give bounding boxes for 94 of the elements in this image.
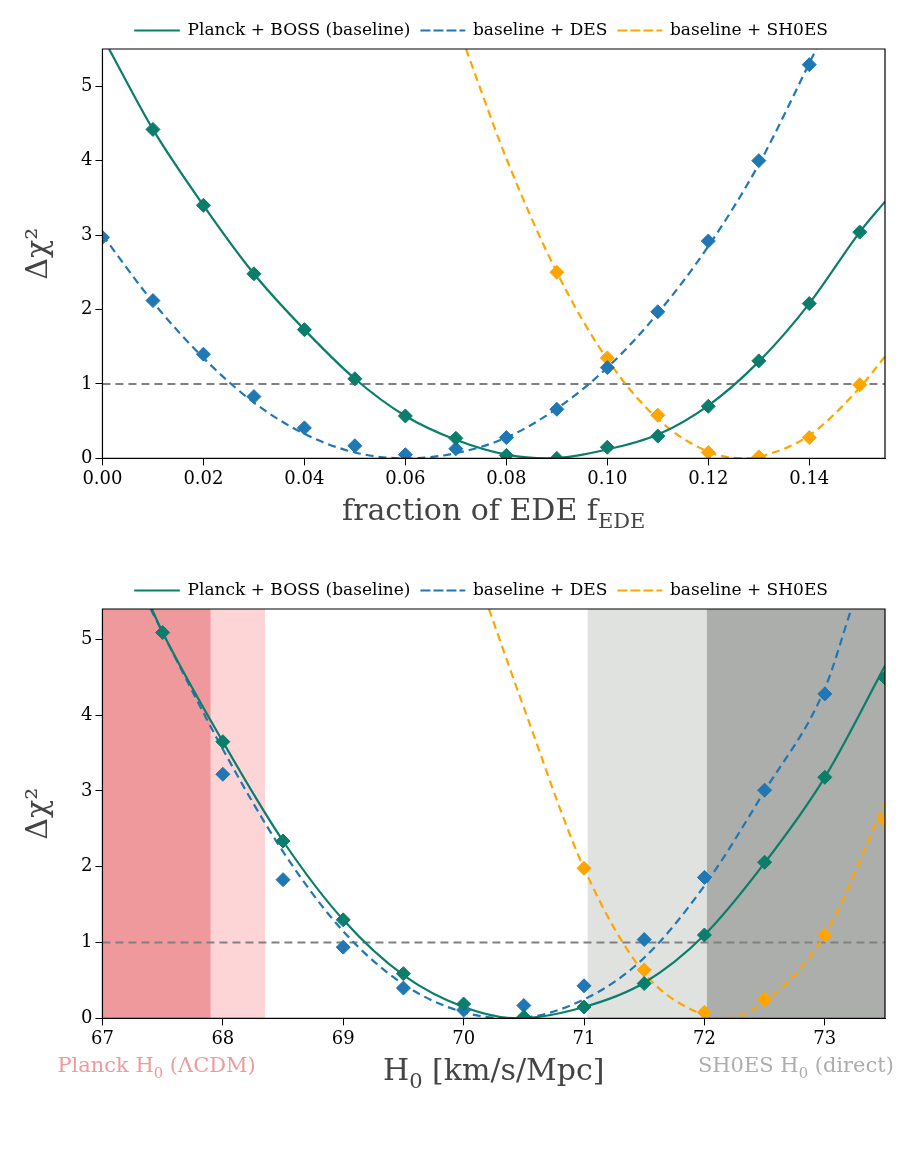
point xyxy=(801,430,817,446)
x-tick-label: 70 xyxy=(452,1026,476,1048)
point xyxy=(599,439,615,455)
line-series xyxy=(487,609,885,1019)
point xyxy=(636,962,652,978)
y-tick-label: 1 xyxy=(81,930,93,952)
point xyxy=(347,371,363,387)
x-tick-label: 69 xyxy=(331,1026,355,1048)
point xyxy=(599,360,615,376)
legend-label: baseline + DES xyxy=(472,18,608,39)
x-tick-label: 71 xyxy=(572,1026,596,1048)
point xyxy=(576,978,592,994)
legend-label: baseline + SH0ES xyxy=(669,578,828,599)
point xyxy=(751,353,767,369)
point xyxy=(696,927,712,943)
x-tick-label: 72 xyxy=(692,1026,716,1048)
point xyxy=(456,996,472,1012)
legend-label: baseline + DES xyxy=(472,578,608,599)
point xyxy=(801,296,817,312)
point xyxy=(215,766,231,782)
y-tick-label: 4 xyxy=(81,148,93,170)
y-axis-title: Δχ² xyxy=(19,787,55,840)
point xyxy=(636,932,652,948)
point xyxy=(195,197,211,213)
y-tick-label: 4 xyxy=(81,702,93,724)
point xyxy=(275,833,291,849)
point xyxy=(516,998,532,1014)
y-tick-label: 1 xyxy=(81,371,93,393)
point xyxy=(246,266,262,282)
point xyxy=(576,999,592,1015)
point xyxy=(155,625,171,640)
x-tick-label: 0.14 xyxy=(789,466,830,488)
point xyxy=(448,430,464,446)
point xyxy=(395,966,411,982)
y-tick-label: 5 xyxy=(81,627,93,648)
x-tick-label: 0.06 xyxy=(385,466,426,488)
x-tick-label: 0.00 xyxy=(82,466,123,488)
point xyxy=(397,447,413,459)
point xyxy=(549,401,565,417)
legend-label: Planck + BOSS (baseline) xyxy=(187,578,411,599)
point xyxy=(757,782,773,798)
x-tick-label: 0.10 xyxy=(587,466,628,488)
x-tick-label: 0.08 xyxy=(486,466,527,488)
point xyxy=(275,872,291,888)
point xyxy=(757,854,773,870)
point xyxy=(335,912,351,928)
x-tick-label: 73 xyxy=(813,1026,837,1048)
point xyxy=(852,224,868,240)
point xyxy=(817,686,833,702)
line-series xyxy=(464,49,885,459)
point xyxy=(347,438,363,454)
point xyxy=(498,430,514,446)
point xyxy=(650,407,666,423)
point xyxy=(397,408,413,424)
x-tick-label: 67 xyxy=(91,1026,114,1048)
point xyxy=(696,1004,712,1019)
point xyxy=(246,389,262,405)
y-tick-label: 3 xyxy=(81,222,93,244)
point xyxy=(549,264,565,280)
point xyxy=(700,444,716,459)
point xyxy=(751,153,767,169)
y-tick-label: 0 xyxy=(81,446,93,468)
point xyxy=(195,346,211,362)
point xyxy=(335,939,351,955)
y-tick-label: 3 xyxy=(81,778,93,800)
x-tick-label: 68 xyxy=(211,1026,235,1048)
point xyxy=(145,293,161,309)
point xyxy=(852,377,868,393)
point xyxy=(801,57,817,73)
point xyxy=(296,322,312,338)
point xyxy=(817,927,833,943)
point xyxy=(215,734,231,750)
legend-label: baseline + SH0ES xyxy=(669,18,828,39)
point xyxy=(145,121,161,137)
point xyxy=(757,991,773,1007)
point xyxy=(296,420,312,436)
x-tick-label: 0.04 xyxy=(284,466,325,488)
y-tick-label: 0 xyxy=(81,1006,93,1028)
point xyxy=(650,304,666,320)
point xyxy=(395,980,411,996)
point xyxy=(576,860,592,876)
legend-label: Planck + BOSS (baseline) xyxy=(187,18,411,39)
point xyxy=(817,769,833,785)
x-tick-label: 0.12 xyxy=(688,466,729,488)
y-tick-label: 2 xyxy=(81,297,93,319)
point xyxy=(636,976,652,992)
y-tick-label: 5 xyxy=(81,73,93,95)
point xyxy=(650,428,666,444)
y-axis-title: Δχ² xyxy=(19,227,55,280)
point xyxy=(696,869,712,885)
x-tick-label: 0.02 xyxy=(183,466,224,488)
y-tick-label: 2 xyxy=(81,854,93,876)
point xyxy=(700,398,716,414)
point xyxy=(700,233,716,249)
